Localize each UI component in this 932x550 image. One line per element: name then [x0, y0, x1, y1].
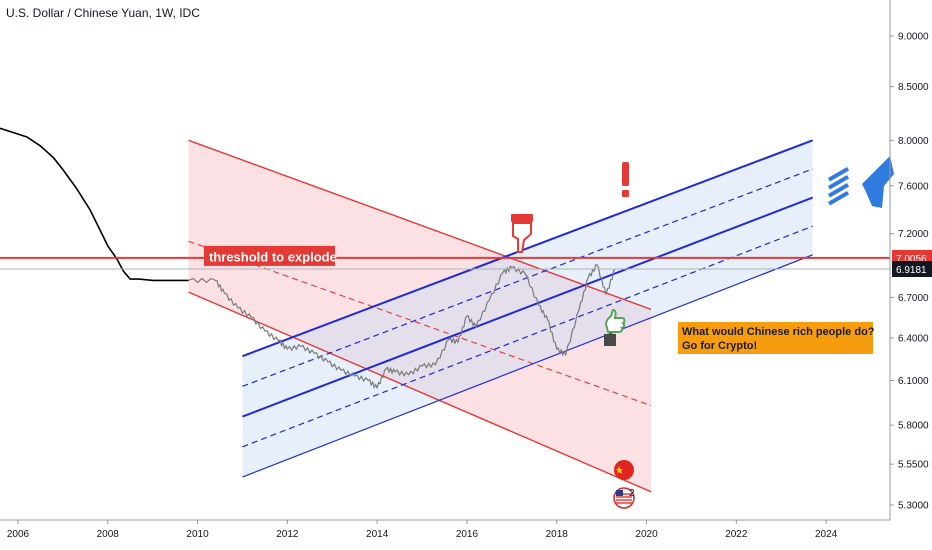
pointing-hand-cuff	[511, 214, 533, 222]
x-tick-label: 2012	[276, 529, 299, 540]
price-tag-threshold-label: 7.0056	[896, 254, 927, 265]
note-line-2: Go for Crypto!	[682, 340, 757, 352]
blue-channel-line	[242, 139, 814, 358]
y-tick-label: 8.0000	[898, 136, 929, 147]
exclamation-icon-dot	[622, 190, 629, 197]
thumbs-up-hand	[604, 308, 626, 333]
blue-channel-line	[242, 196, 814, 418]
blue-channel-fill	[242, 140, 813, 478]
blue-channel-line	[242, 225, 813, 448]
rocket-trail	[828, 183, 850, 198]
price-tag-last	[892, 261, 932, 278]
x-tick-label: 2018	[546, 529, 569, 540]
rocket-icon	[828, 156, 894, 208]
x-tick-label: 2006	[7, 529, 30, 540]
x-tick-label: 2022	[725, 529, 748, 540]
note-line-1: What would Chinese rich people do?	[682, 326, 875, 338]
threshold-label: threshold to explode	[209, 249, 337, 264]
y-tick-label: 9.0000	[898, 32, 929, 43]
red-channel-upper	[188, 139, 652, 311]
y-tick-label: 6.7000	[898, 293, 929, 304]
rocket-trail	[828, 175, 850, 190]
blue-channel-line	[242, 254, 813, 478]
price-tag-last-label: 6.9181	[896, 265, 927, 276]
x-tick-label: 2014	[366, 529, 389, 540]
y-tick-label: 5.3000	[898, 501, 929, 512]
x-tick-label: 2008	[97, 529, 120, 540]
thumbs-up-cuff	[604, 334, 616, 346]
red-channel-fill	[188, 140, 652, 492]
y-tick-label: 6.4000	[898, 333, 929, 344]
china-flag-star	[616, 466, 623, 474]
pointing-hand-body	[512, 222, 532, 253]
red-channel-lower	[188, 291, 652, 493]
threshold-label-box	[204, 245, 335, 266]
china-flag-icon	[614, 460, 634, 480]
pointing-hand-icon	[511, 214, 533, 253]
y-tick-label: 5.8000	[898, 421, 929, 432]
thumbs-up-icon	[604, 308, 626, 346]
x-tick-label: 2010	[186, 529, 209, 540]
y-tick-label: 7.6000	[898, 181, 929, 192]
x-tick-label: 2024	[815, 529, 838, 540]
chart-title: U.S. Dollar / Chinese Yuan, 1W, IDC	[6, 6, 200, 20]
x-tick-label: 2016	[456, 529, 479, 540]
y-tick-label: 8.5000	[898, 82, 929, 93]
price-line-early	[0, 127, 189, 282]
rocket-trail	[828, 191, 850, 206]
exclamation-icon	[622, 162, 629, 186]
y-tick-label: 5.5500	[898, 460, 929, 471]
note-box	[678, 322, 873, 354]
y-tick-label: 6.1000	[898, 376, 929, 387]
rocket-trail	[828, 167, 850, 182]
price-line-recent	[188, 264, 616, 390]
x-tick-label: 2020	[635, 529, 658, 540]
y-tick-label: 7.2000	[898, 229, 929, 240]
event-count: 2	[629, 488, 635, 499]
rocket-body	[862, 156, 894, 208]
us-flag-canton	[616, 490, 623, 496]
